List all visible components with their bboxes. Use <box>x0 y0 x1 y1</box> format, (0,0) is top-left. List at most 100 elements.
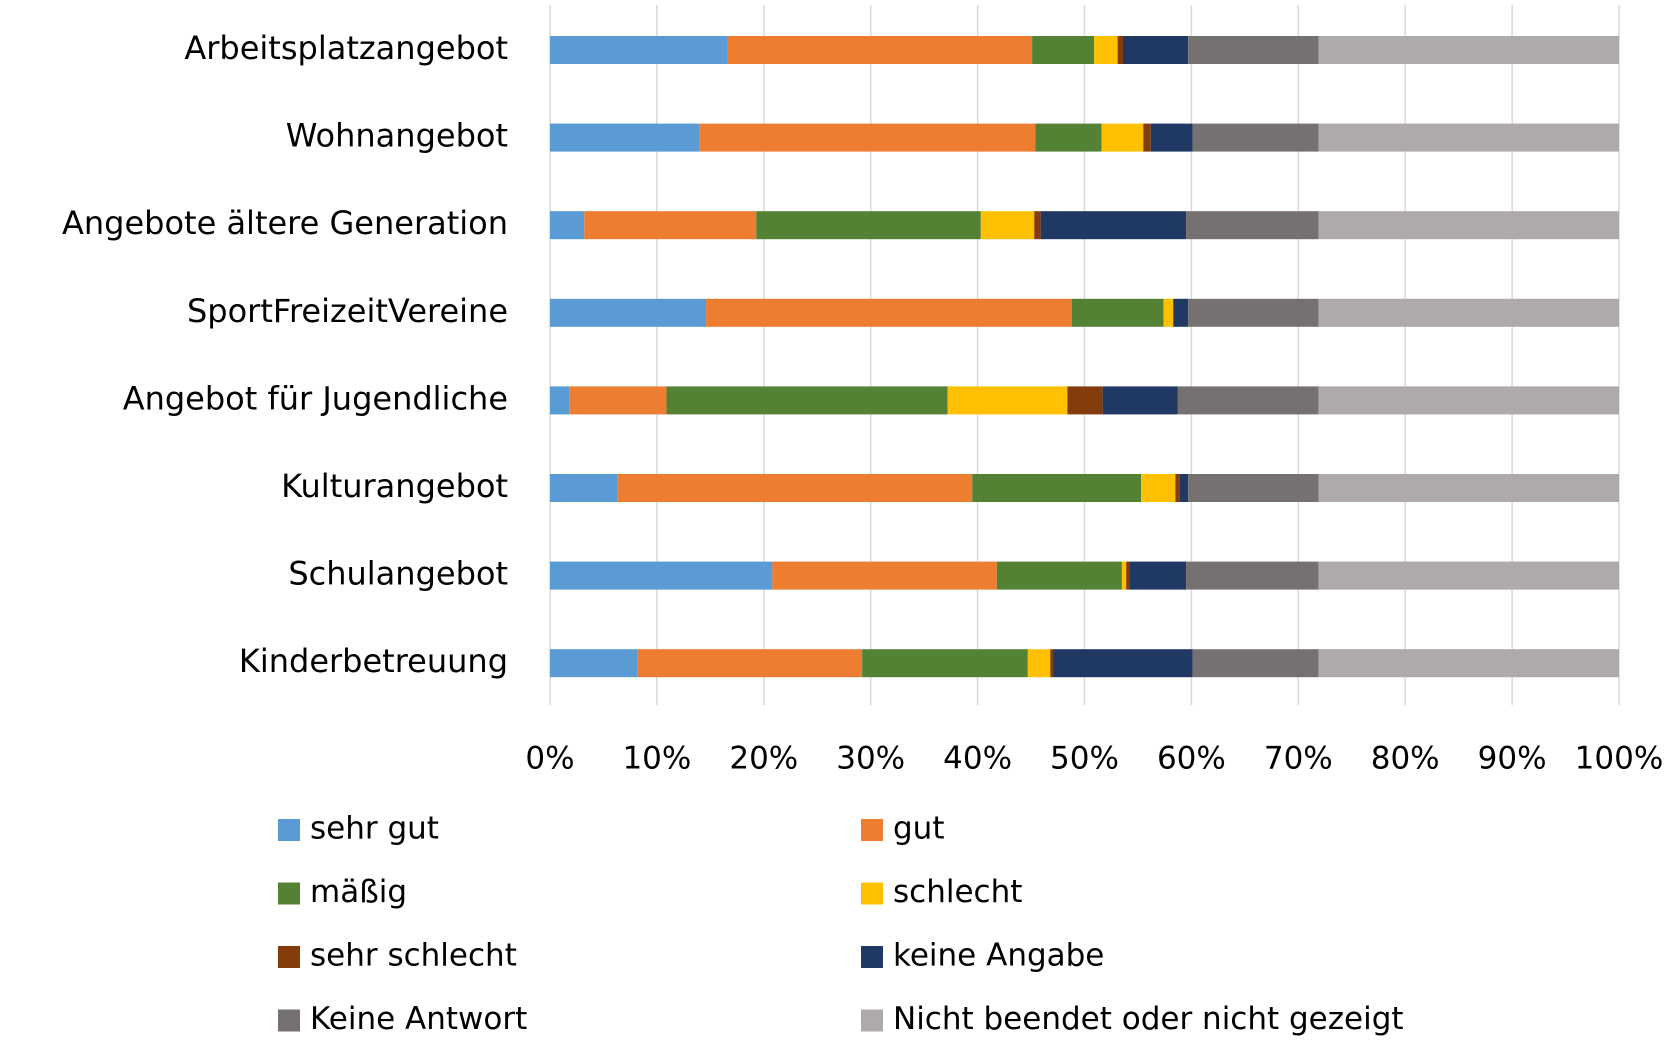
x-tick-label: 0% <box>525 741 574 777</box>
bar-segment <box>1186 211 1319 240</box>
legend-label: keine Angabe <box>893 938 1104 974</box>
bar-segment <box>550 123 700 152</box>
bar-segment <box>699 123 1036 152</box>
bar-segment <box>1035 123 1102 152</box>
bar-segment <box>1192 649 1319 678</box>
bar-segment <box>1126 561 1130 590</box>
bar-segment <box>1318 298 1619 327</box>
x-tick-label: 80% <box>1371 741 1440 777</box>
y-tick-label: Wohnangebot <box>286 117 508 155</box>
bar-segment <box>1027 649 1051 678</box>
bar-segment <box>550 649 638 678</box>
bar-segment <box>550 474 618 502</box>
bar-segment <box>550 386 570 415</box>
bar-segment <box>947 386 1068 415</box>
legend-swatch <box>278 1009 300 1032</box>
y-tick-label: Arbeitsplatzangebot <box>184 29 508 67</box>
legend-swatch <box>861 1009 883 1032</box>
bar-segment <box>550 298 707 327</box>
x-tick-label: 60% <box>1157 741 1226 777</box>
bar-segment <box>1071 298 1164 327</box>
bar-segment <box>1163 298 1174 327</box>
y-tick-label: SportFreizeitVereine <box>187 292 508 330</box>
bar-segment <box>1122 36 1189 64</box>
bar-segment <box>1318 649 1619 678</box>
bar-segment <box>1129 561 1187 590</box>
legend-swatch <box>278 946 300 968</box>
legend-swatch <box>861 946 883 968</box>
bar-segment <box>756 211 981 240</box>
bar-segment <box>617 474 973 502</box>
bar-segment <box>1318 386 1619 415</box>
bar-segment <box>1192 123 1319 152</box>
bar-segment <box>1034 211 1041 240</box>
bar-segment <box>1188 474 1319 502</box>
legend-label: sehr gut <box>310 811 439 847</box>
bar-segment <box>1050 649 1054 678</box>
y-tick-label: Schulangebot <box>288 555 508 593</box>
x-tick-label: 20% <box>729 741 798 777</box>
legend-label: sehr schlecht <box>310 938 517 974</box>
bar-segment <box>550 211 585 240</box>
bar-segment <box>1318 561 1619 590</box>
legend-swatch <box>861 819 883 841</box>
bar-segment <box>996 561 1122 590</box>
bar-segment <box>1141 474 1176 502</box>
bar-segment <box>1186 561 1319 590</box>
bar-segment <box>1143 123 1151 152</box>
bar-segment <box>1032 36 1095 64</box>
bar-segment <box>1179 474 1189 502</box>
bar-segment <box>972 474 1142 502</box>
bar-segment <box>1173 298 1189 327</box>
bar-segment <box>550 36 728 64</box>
bar-segment <box>1175 474 1180 502</box>
legend-swatch <box>278 882 300 905</box>
x-tick-label: 30% <box>836 741 905 777</box>
x-tick-label: 70% <box>1264 741 1333 777</box>
bar-segment <box>1188 298 1319 327</box>
legend-label: Keine Antwort <box>310 1001 527 1037</box>
bar-segment <box>666 386 948 415</box>
legend-swatch <box>861 882 883 905</box>
y-tick-label: Angebote ältere Generation <box>62 204 508 242</box>
bar-segment <box>637 649 863 678</box>
bar-segment <box>706 298 1072 327</box>
bar-segment <box>569 386 667 415</box>
bar-segment <box>1150 123 1193 152</box>
bar-segment <box>1067 386 1103 415</box>
bar-segment <box>1101 123 1144 152</box>
bar-segment <box>550 561 773 590</box>
bar-segment <box>772 561 997 590</box>
y-tick-label: Kulturangebot <box>281 467 508 505</box>
legend-label: Nicht beendet oder nicht gezeigt <box>893 1001 1404 1037</box>
bar-segment <box>980 211 1035 240</box>
bar-segment <box>1121 561 1127 590</box>
bar-segment <box>584 211 757 240</box>
x-tick-label: 100% <box>1575 741 1664 777</box>
bar-segment <box>1117 36 1123 64</box>
legend-swatch <box>278 819 300 841</box>
bar-segment <box>1318 36 1619 64</box>
bar-segment <box>1318 474 1619 502</box>
legend-label: gut <box>893 811 944 847</box>
x-tick-label: 40% <box>943 741 1012 777</box>
legend-label: mäßig <box>310 874 407 910</box>
x-tick-label: 90% <box>1478 741 1547 777</box>
bar-segment <box>1053 649 1193 678</box>
y-tick-label: Angebot für Jugendliche <box>123 379 508 417</box>
bar-segment <box>1094 36 1118 64</box>
bar-segment <box>1188 36 1319 64</box>
x-tick-label: 10% <box>622 741 691 777</box>
bar-segment <box>862 649 1028 678</box>
bar-segment <box>1102 386 1178 415</box>
legend-label: schlecht <box>893 874 1022 910</box>
bar-segment <box>1318 211 1619 240</box>
bar-segment <box>1040 211 1187 240</box>
bar-segment <box>727 36 1033 64</box>
bar-segment <box>1177 386 1319 415</box>
y-tick-label: Kinderbetreuung <box>239 642 508 680</box>
bar-segment <box>1318 123 1619 152</box>
x-tick-label: 50% <box>1050 741 1119 777</box>
